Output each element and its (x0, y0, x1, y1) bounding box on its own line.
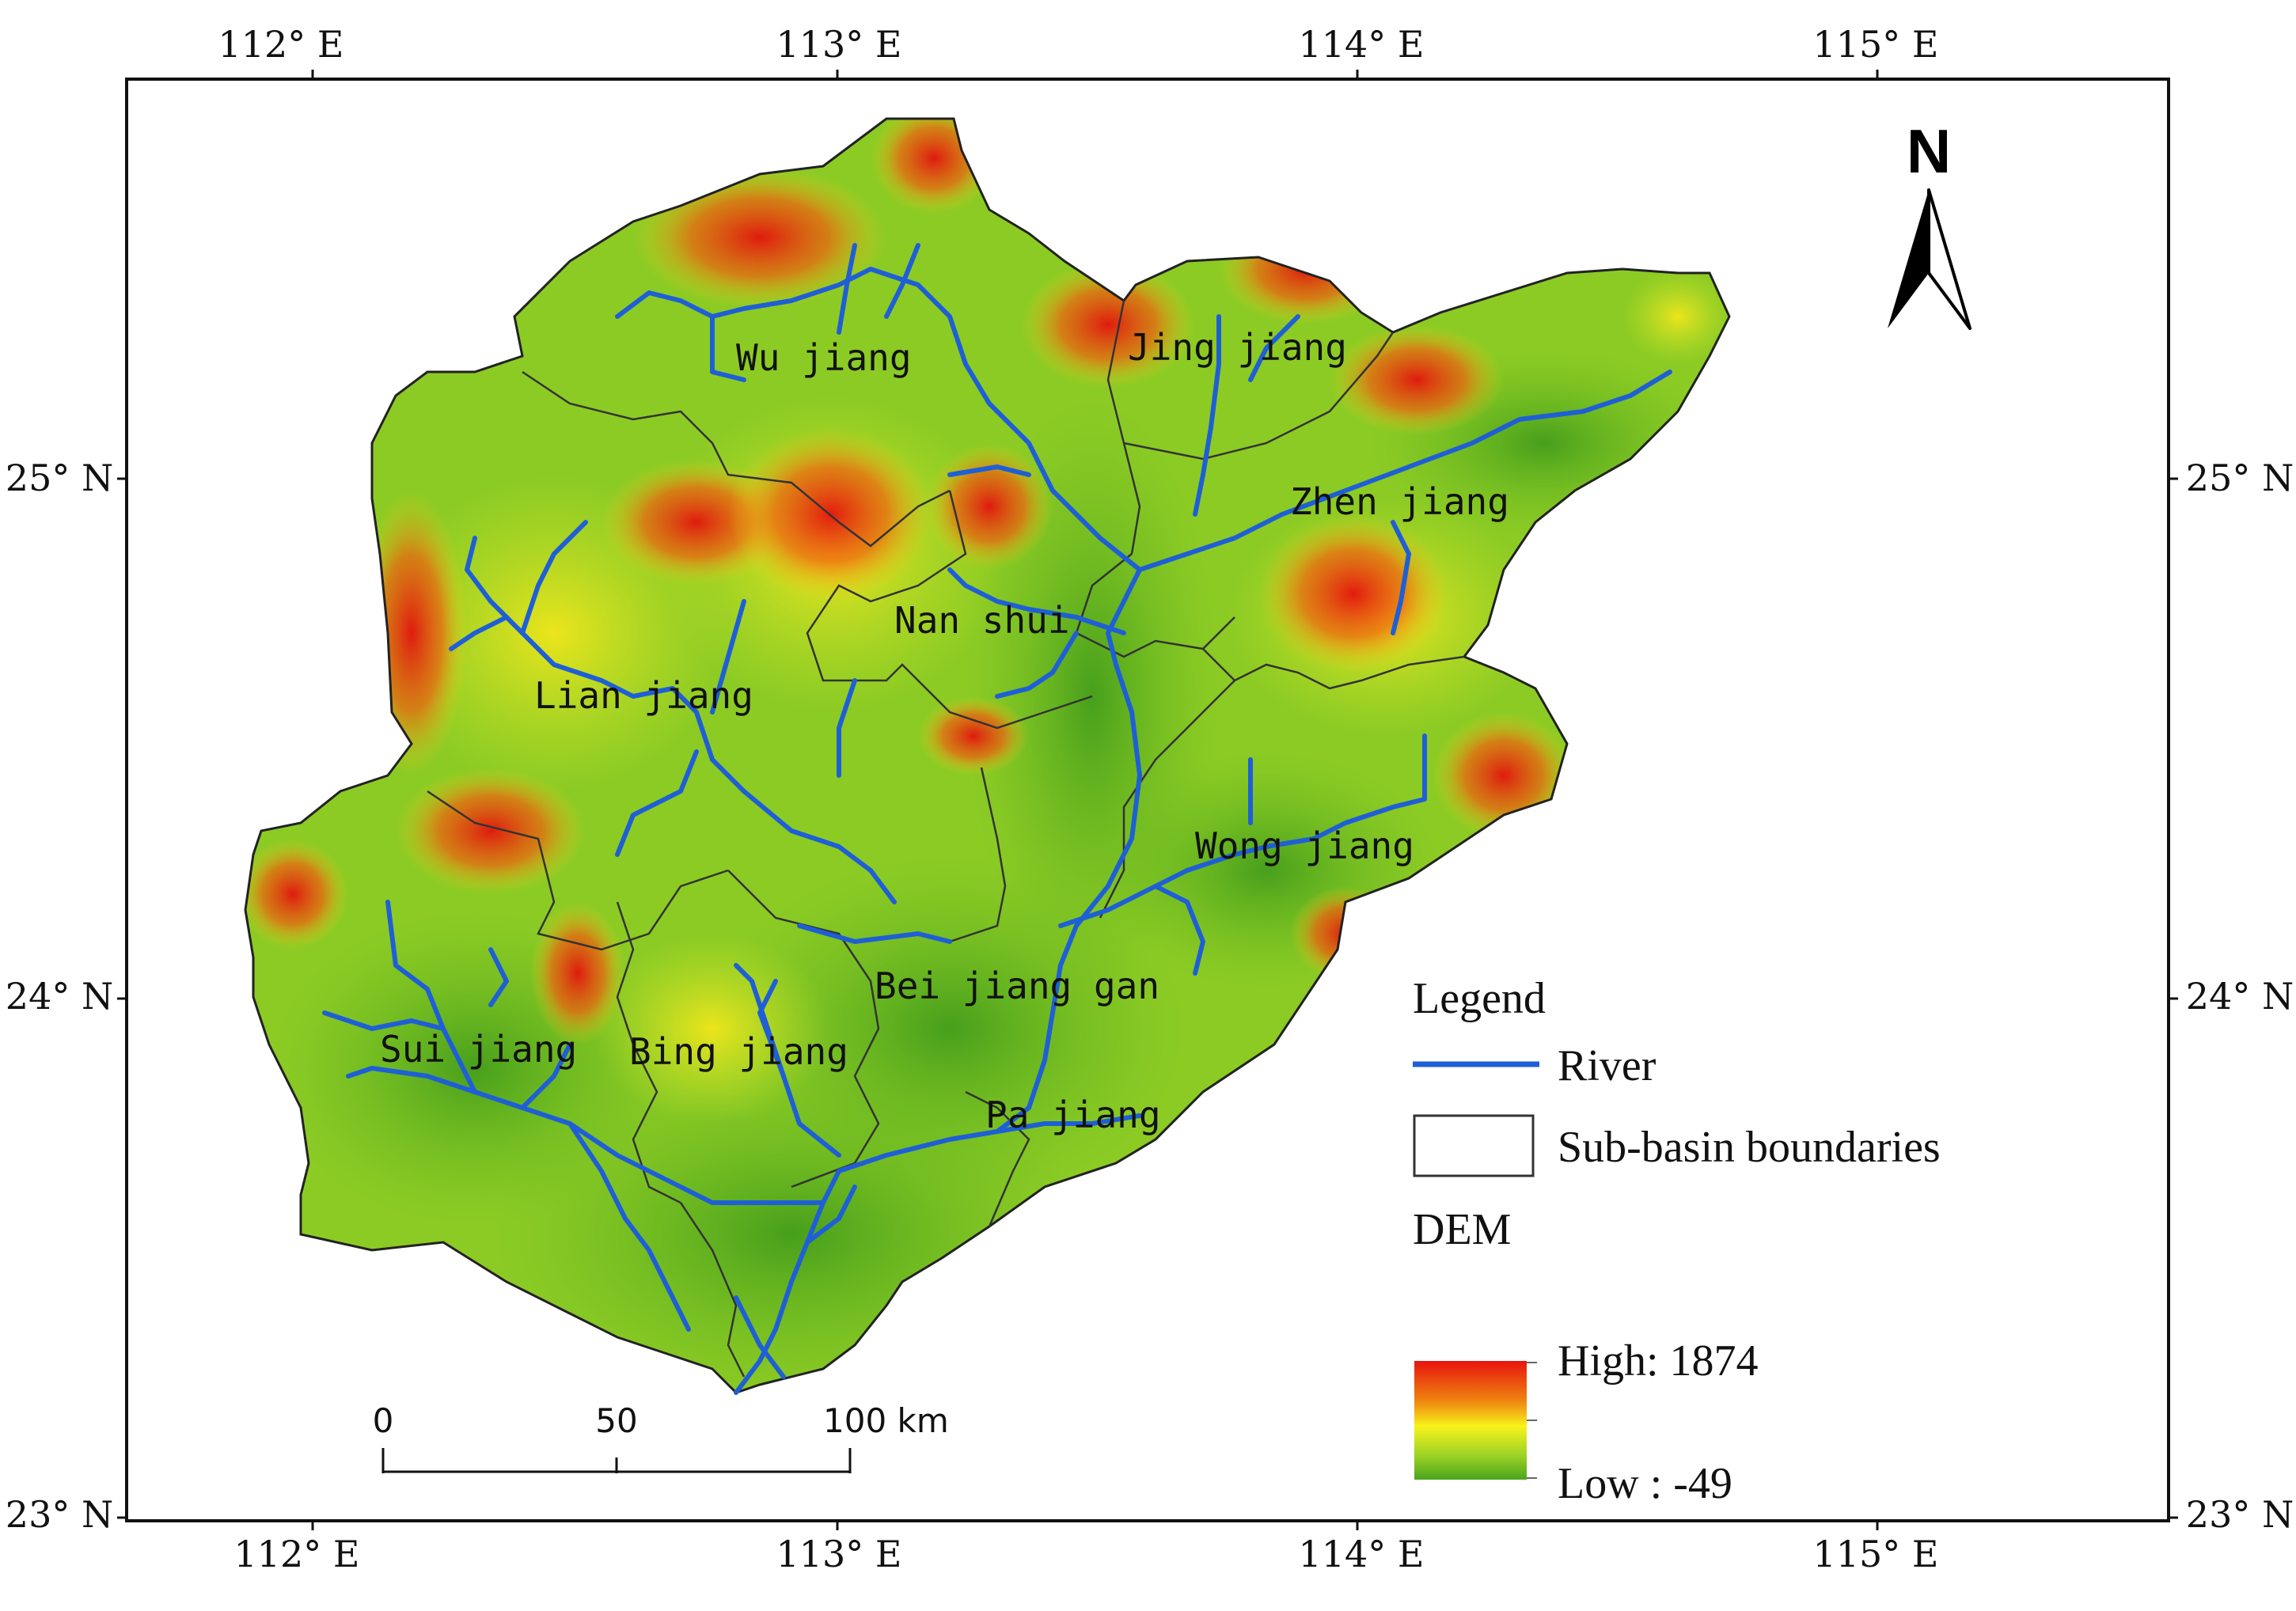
river-sui-east (520, 1042, 572, 1110)
boundary-zhen-wong (1202, 648, 1465, 690)
legend-dem-high: High: 1874 (1558, 1336, 1759, 1385)
scale-bar: 0 50 100 km (373, 1401, 949, 1473)
x-label-top-115: 115° E (1812, 23, 1938, 66)
river-lower-trib2 (734, 1295, 786, 1379)
river-mainstem (734, 567, 1142, 1395)
river-lian-west (449, 615, 509, 651)
river-wong (1058, 797, 1427, 928)
boundary-sui-bing (616, 901, 681, 1204)
legend: Legend River Sub-basin boundaries DEM Hi… (1413, 974, 1941, 1508)
legend-boundary-label: Sub-basin boundaries (1558, 1123, 1941, 1172)
label-pa-jiang: Pa jiang (985, 1094, 1161, 1136)
boundary-wu-lian (522, 370, 951, 548)
coordinate-labels: 112° E 113° E 114° E 115° E 112° E 113° … (6, 23, 2294, 1575)
legend-dem-title: DEM (1413, 1205, 1511, 1254)
river-sui-north (385, 900, 477, 1094)
label-zhen-jiang: Zhen jiang (1290, 480, 1509, 523)
x-label-bottom-112: 112° E (233, 1533, 359, 1575)
river-network (322, 243, 1672, 1395)
label-nan-shui: Nan shui (894, 599, 1070, 642)
boundary-jing-zhen (1123, 332, 1395, 461)
river-sui-trib (322, 1010, 446, 1031)
river-jing-trib (1248, 314, 1300, 382)
y-label-right-25: 25° N (2186, 457, 2294, 499)
river-wu-trib1 (837, 243, 857, 335)
river-zhen (1137, 370, 1672, 572)
boundary-bing-beijiang (727, 870, 880, 1188)
label-jing-jiang: Jing jiang (1128, 326, 1347, 369)
x-label-bottom-114: 114° E (1298, 1533, 1424, 1575)
river-lian-trib2 (837, 678, 857, 778)
river-lian-south (615, 749, 699, 857)
legend-boundary-swatch (1413, 1114, 1535, 1177)
river-beijiang-west (797, 923, 952, 944)
river-sui-upper (488, 947, 509, 1007)
boundary-lian-south (427, 790, 729, 951)
north-arrow-right-half (1927, 188, 1972, 330)
boundary-pa (965, 1090, 1030, 1227)
river-nan (947, 567, 1126, 635)
frame-ticks (117, 70, 2178, 1530)
label-wu-jiang: Wu jiang (736, 336, 912, 379)
river-wong-trib3 (1153, 884, 1205, 976)
north-arrow-left-half (1888, 190, 1929, 328)
y-label-left-23: 23° N (6, 1493, 113, 1536)
north-arrow-label: N (1907, 116, 1951, 186)
legend-river-label: River (1558, 1041, 1657, 1090)
river-zhen-trib (1391, 520, 1411, 635)
river-lian (465, 536, 897, 904)
river-pa (995, 1113, 1142, 1134)
river-wu-upper (615, 290, 715, 319)
x-label-top-114: 114° E (1298, 23, 1424, 66)
north-arrow: N (1888, 116, 1972, 330)
label-bing-jiang: Bing jiang (629, 1030, 848, 1073)
river-lower-trib (805, 1185, 857, 1245)
river-bing-trib (757, 979, 786, 1078)
y-label-right-23: 23° N (2186, 1493, 2294, 1536)
river-jing (1193, 314, 1221, 517)
x-label-top-113: 113° E (776, 23, 901, 66)
river-wu-trib4 (947, 464, 1031, 477)
river-lian-north (520, 520, 588, 635)
river-wu (710, 267, 1142, 572)
scale-bar-label-0: 0 (373, 1401, 394, 1440)
boundary-lower (679, 1202, 746, 1378)
y-label-left-25: 25° N (6, 457, 113, 499)
label-lian-jiang: Lian jiang (534, 674, 753, 717)
river-lian-trib (710, 599, 746, 715)
legend-dem-colorbar (1414, 1361, 1527, 1480)
basin-labels: Wu jiang Jing jiang Zhen jiang Nan shui … (380, 326, 1509, 1136)
x-label-bottom-113: 113° E (776, 1533, 901, 1575)
river-wu-trib2 (884, 243, 920, 319)
label-sui-jiang: Sui jiang (380, 1028, 577, 1071)
scale-bar-label-50: 50 (595, 1401, 637, 1440)
legend-title: Legend (1413, 974, 1546, 1023)
legend-dem-low: Low : -49 (1558, 1459, 1732, 1508)
x-label-bottom-115: 115° E (1812, 1533, 1938, 1575)
river-sui-lower (567, 1121, 691, 1332)
river-nan-trib (995, 631, 1079, 699)
river-wu-trib3 (710, 314, 746, 382)
label-bei-jiang-gan: Bei jiang gan (875, 965, 1159, 1007)
y-label-right-24: 24° N (2186, 975, 2294, 1018)
label-wong-jiang: Wong jiang (1195, 824, 1414, 867)
boundary-beijiang-west (949, 767, 1007, 943)
boundary-nan (806, 490, 1093, 730)
scale-bar-label-100: 100 km (823, 1401, 949, 1440)
x-label-top-112: 112° E (218, 23, 343, 66)
y-label-left-24: 24° N (6, 975, 113, 1018)
